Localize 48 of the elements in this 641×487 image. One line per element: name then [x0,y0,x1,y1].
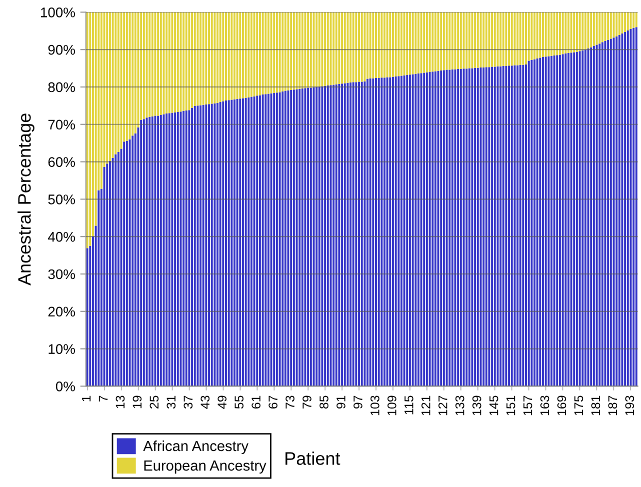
x-tick-label: 181 [591,396,600,416]
x-tick-label: 163 [540,396,550,416]
x-tick-label: 193 [625,396,634,416]
y-tick-label: 0% [56,382,75,392]
x-tick-label: 121 [421,396,430,416]
x-tick-label: 103 [370,396,380,416]
y-tick-label: 40% [48,232,75,242]
x-axis-title: Patient [286,452,340,465]
x-tick-label: 7 [98,396,108,402]
x-tick-label: 139 [472,396,482,416]
x-tick-label: 13 [116,396,125,408]
x-tick-label: 1 [82,396,91,402]
x-tick-label: 187 [608,396,618,416]
x-tick-label: 91 [336,396,346,409]
y-tick-label: 10% [48,344,75,354]
x-tick-label: 133 [455,396,464,416]
y-tick-label: 80% [48,82,75,92]
y-tick-label: 90% [48,44,75,55]
x-tick-label: 97 [354,396,362,409]
y-tick-label: 100% [41,8,75,18]
y-tick-label: 30% [48,269,75,280]
x-tick-label: 67 [268,396,278,408]
y-axis-title: Ancestral Percentage [18,114,34,286]
x-tick-label: 109 [387,396,396,416]
legend-label: African Ancestry [143,440,248,454]
x-tick-label: 31 [166,396,176,409]
y-tick-label: 20% [48,306,75,317]
x-tick-label: 175 [574,396,584,416]
x-tick-label: 85 [320,396,328,409]
x-tick-label: 43 [200,396,210,409]
x-tick-label: 25 [150,396,159,408]
x-tick-label: 49 [218,396,227,409]
x-tick-label: 127 [438,396,448,416]
y-tick-label: 70% [48,120,75,130]
legend-label: European Ancestry [144,460,266,474]
x-tick-label: 55 [234,396,244,409]
x-tick-label: 61 [252,396,260,408]
x-tick-label: 73 [286,396,294,408]
x-tick-label: 19 [132,396,142,408]
y-tick-label: 50% [48,194,75,204]
x-tick-label: 115 [404,396,414,414]
y-tick-label: 60% [48,157,75,167]
x-tick-label: 169 [557,396,566,416]
x-tick-label: 157 [523,396,532,416]
x-tick-label: 79 [302,396,312,408]
x-tick-label: 145 [490,396,498,416]
x-tick-label: 37 [184,396,193,409]
x-tick-label: 151 [506,396,516,416]
